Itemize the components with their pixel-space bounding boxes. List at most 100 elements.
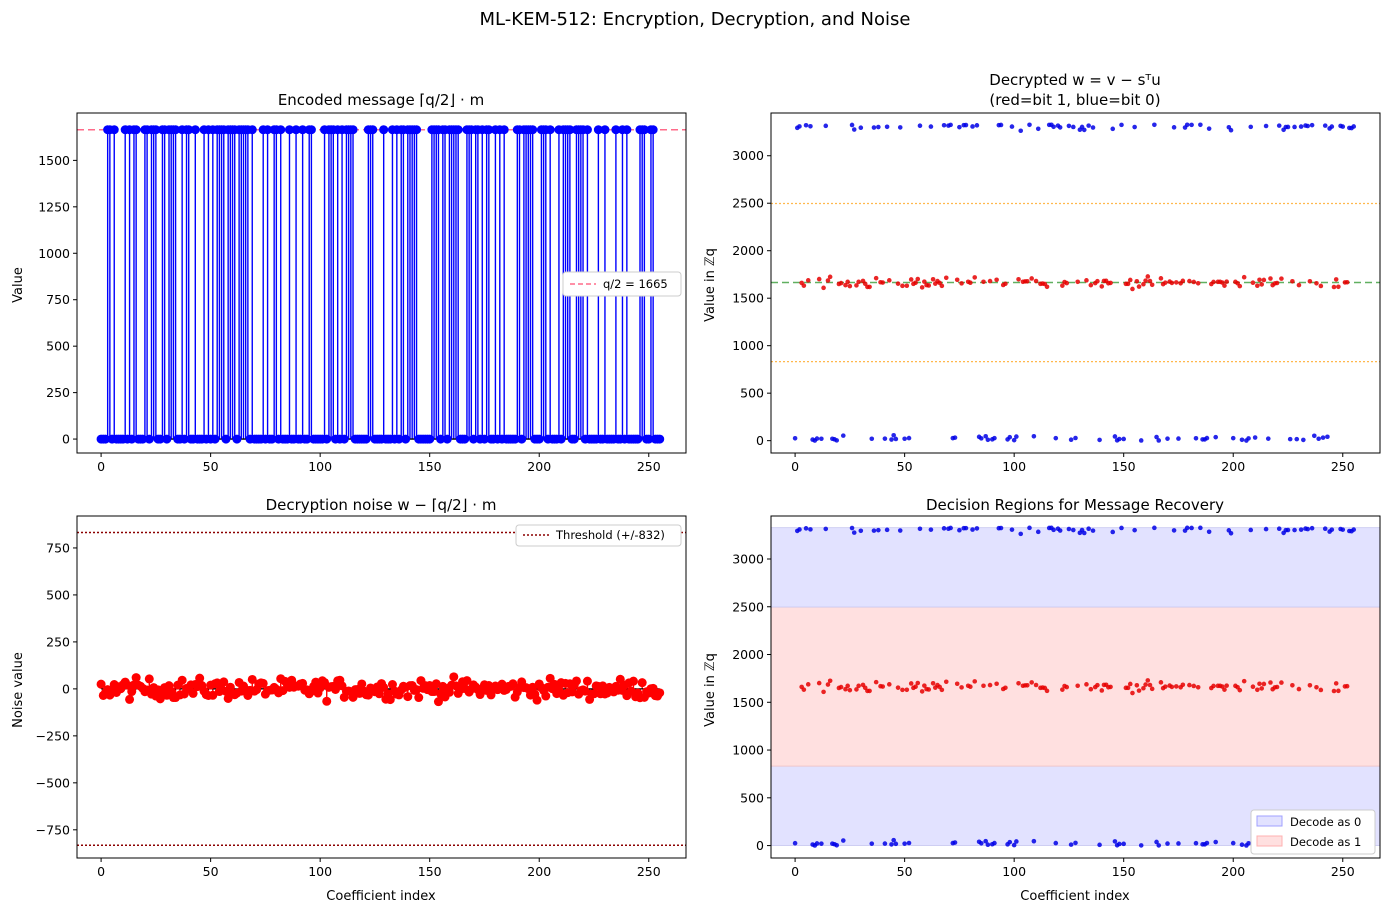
decrypted-xtick-label: 200 xyxy=(1221,459,1245,474)
encoded-marker xyxy=(425,434,435,444)
regions-point-bit0 xyxy=(891,837,896,843)
encoded-ylabel: Value xyxy=(11,267,26,303)
decrypted-point-bit0 xyxy=(1071,124,1076,130)
regions-point-bit1 xyxy=(1274,684,1280,690)
noise-marker xyxy=(462,676,472,686)
decrypted-point-bit1 xyxy=(1134,278,1140,284)
regions-xtick-label: 0 xyxy=(791,864,799,879)
regions-point-bit0 xyxy=(1035,529,1041,535)
decrypted-point-bit1 xyxy=(1237,283,1243,289)
regions-point-bit1 xyxy=(1003,685,1008,691)
decrypted-point-bit0 xyxy=(1053,435,1059,441)
noise-marker xyxy=(508,679,518,689)
regions-point-bit1 xyxy=(913,684,918,690)
noise-marker xyxy=(374,689,384,699)
decrypted-point-bit1 xyxy=(1290,278,1295,284)
decrypted-point-bit0 xyxy=(1193,435,1199,441)
decrypted-point-bit0 xyxy=(1007,434,1013,440)
decrypted-point-bit0 xyxy=(1121,436,1126,442)
noise-ytick-label: 750 xyxy=(46,540,70,555)
decrypted-point-bit0 xyxy=(1316,436,1321,442)
regions-point-bit1 xyxy=(954,681,960,687)
regions-point-bit1 xyxy=(919,689,925,694)
decrypted-point-bit0 xyxy=(1154,434,1159,440)
regions-point-bit0 xyxy=(1110,529,1116,535)
decrypted-point-bit0 xyxy=(1051,124,1056,130)
regions-point-bit1 xyxy=(1088,686,1094,692)
encoded-marker xyxy=(639,125,649,135)
encoded-marker xyxy=(517,434,527,444)
decrypted-point-bit1 xyxy=(854,283,859,288)
encoded-ytick-label: 1500 xyxy=(38,153,70,168)
noise-marker xyxy=(532,695,542,705)
encoded-marker xyxy=(138,434,148,444)
decrypted-point-bit1 xyxy=(954,277,960,283)
encoded-xtick-label: 150 xyxy=(418,459,442,474)
noise-marker xyxy=(379,682,389,692)
decrypted-point-bit1 xyxy=(1268,276,1273,281)
regions-point-bit1 xyxy=(968,684,973,690)
regions-point-bit1 xyxy=(1125,685,1131,691)
decrypted-point-bit1 xyxy=(1224,279,1229,284)
regions-point-bit1 xyxy=(1224,683,1229,688)
regions-point-bit1 xyxy=(880,684,886,689)
noise-marker xyxy=(648,683,658,693)
decrypted-ytick-label: 1500 xyxy=(732,291,764,306)
regions-point-bit0 xyxy=(871,528,877,533)
regions-point-bit0 xyxy=(808,527,813,532)
regions-point-bit0 xyxy=(1276,526,1282,532)
decrypted-point-bit1 xyxy=(1314,280,1319,286)
regions-point-bit1 xyxy=(825,682,831,687)
noise-marker xyxy=(219,677,229,687)
decrypted-point-bit0 xyxy=(849,122,855,128)
regions-point-bit1 xyxy=(1108,684,1113,690)
decrypted-point-bit0 xyxy=(1119,122,1124,128)
decrypted-point-bit1 xyxy=(900,283,905,289)
regions-point-bit0 xyxy=(1193,840,1199,846)
decrypted-point-bit0 xyxy=(891,432,896,438)
decrypted-point-bit0 xyxy=(1294,436,1300,442)
encoded-marker xyxy=(247,125,257,135)
regions-point-bit0 xyxy=(1027,525,1032,531)
decrypted-point-bit1 xyxy=(821,285,826,291)
encoded-marker xyxy=(276,125,286,135)
regions-point-bit0 xyxy=(957,527,962,533)
regions-xtick-label: 150 xyxy=(1112,864,1136,879)
regions-point-bit1 xyxy=(1237,687,1243,693)
decrypted-point-bit1 xyxy=(1141,281,1146,287)
encoded-marker xyxy=(232,434,242,444)
decrypted-point-bit0 xyxy=(1246,436,1251,441)
encoded-marker xyxy=(302,434,312,444)
decrypted-point-bit1 xyxy=(1075,279,1080,285)
decrypted-xtick-label: 100 xyxy=(1002,459,1026,474)
decrypted-point-bit1 xyxy=(886,278,892,283)
encoded-marker xyxy=(379,125,389,135)
figure-suptitle: ML-KEM-512: Encryption, Decryption, and … xyxy=(480,9,911,30)
noise-marker xyxy=(655,688,665,698)
regions-point-bit1 xyxy=(904,687,910,693)
regions-point-bit1 xyxy=(1134,682,1140,688)
noise-marker xyxy=(125,694,135,704)
regions-point-bit1 xyxy=(1136,688,1142,693)
regions-point-bit1 xyxy=(801,687,807,692)
regions-point-bit0 xyxy=(906,840,912,846)
encoded-marker xyxy=(267,434,277,444)
decrypted-point-bit0 xyxy=(1057,125,1063,130)
decrypted-point-bit1 xyxy=(1191,279,1197,285)
encoded-marker xyxy=(401,434,411,444)
regions-point-bit0 xyxy=(797,527,802,532)
regions-point-bit1 xyxy=(1141,685,1146,691)
noise-marker xyxy=(144,674,154,684)
decrypted-point-bit0 xyxy=(871,125,877,130)
noise-marker xyxy=(322,696,332,706)
noise-marker xyxy=(177,675,187,685)
regions-point-bit0 xyxy=(840,838,846,843)
decrypted-point-bit0 xyxy=(1204,435,1210,441)
encoded-marker xyxy=(556,434,566,444)
decrypted-point-bit1 xyxy=(1029,276,1034,281)
noise-marker xyxy=(637,678,647,688)
regions-point-bit0 xyxy=(941,526,947,531)
regions-point-bit1 xyxy=(972,679,978,684)
regions-point-bit0 xyxy=(1329,527,1335,532)
decrypted-point-bit0 xyxy=(1263,123,1269,129)
